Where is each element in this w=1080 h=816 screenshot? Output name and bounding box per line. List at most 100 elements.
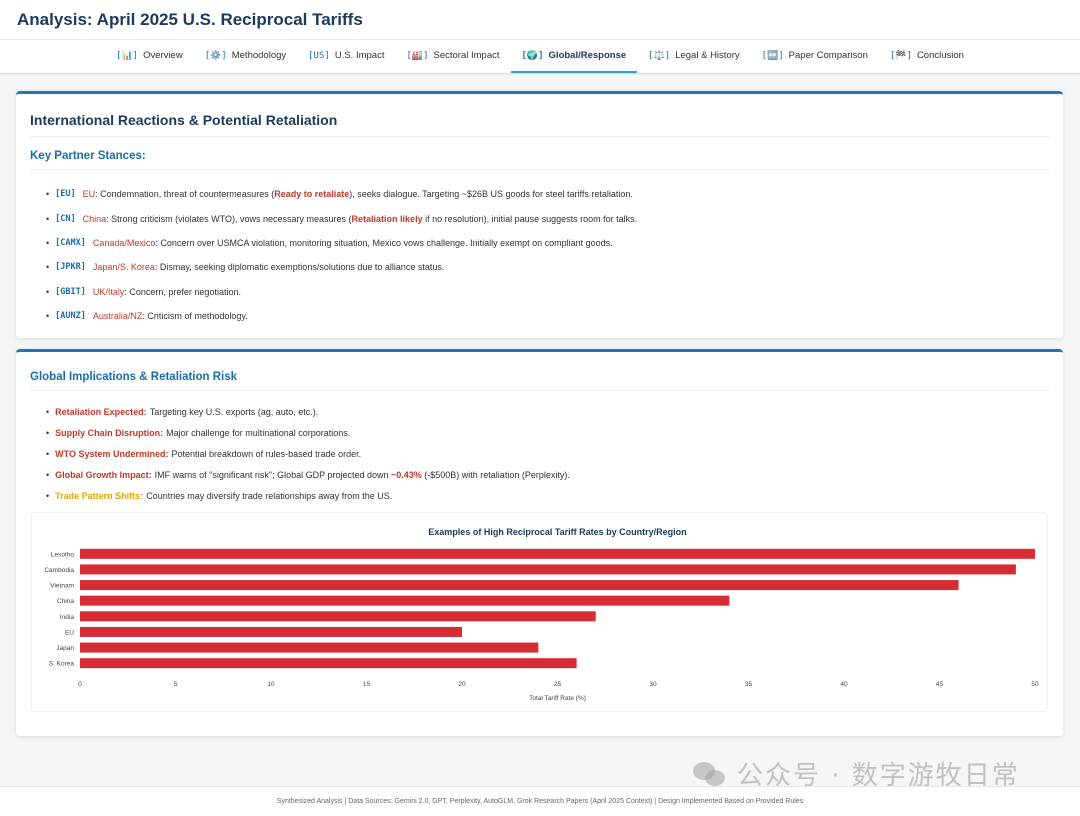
category-label: Cambodia (44, 567, 74, 574)
tab-paper-comparison[interactable]: [↔️] Paper Comparison (751, 40, 879, 73)
x-tick-label: 10 (267, 681, 275, 688)
country-name: EU (82, 189, 96, 200)
implication-text: Countries may diversify trade relationsh… (146, 491, 393, 502)
reactions-title: International Reactions & Potential Reta… (30, 112, 1049, 137)
country-code-badge: [JPKR] (55, 262, 86, 273)
implication-label: Trade Pattern Shifts: (55, 491, 144, 502)
stance-text: Canada/Mexico: Concern over USMCA violat… (93, 238, 613, 248)
tab-label: Conclusion (916, 50, 964, 61)
tab-sectoral-impact[interactable]: [🏭] Sectoral Impact (395, 40, 510, 73)
country-name: China (82, 213, 107, 224)
implication-text: Major challenge for multinational corpor… (166, 427, 351, 438)
country-code-badge: [GBIT] (55, 286, 86, 297)
bar-eu (80, 626, 462, 637)
globe-icon: [🌍] (521, 50, 544, 61)
stance-text: EU: Condemnation, threat of countermeasu… (83, 189, 633, 199)
tab-methodology[interactable]: [⚙️] Methodology (194, 40, 297, 73)
country-code-badge: [CN] (55, 213, 76, 224)
tab-overview[interactable]: [📊] Overview (105, 40, 194, 73)
x-tick-label: 40 (840, 681, 848, 688)
stance-text: Japan/S. Korea: Dismay, seeking diplomat… (93, 262, 445, 272)
checkered-flag-icon: [🏁] (889, 50, 912, 61)
stance-description: : Concern, prefer negotiation. (124, 286, 241, 297)
tab-bar: [📊] Overview [⚙️] Methodology [US] U.S. Impac… (0, 40, 1080, 74)
bar-china (80, 595, 730, 606)
bar-s-korea (80, 658, 577, 669)
category-label: S. Korea (49, 661, 75, 668)
stance-item: [CN] China: Strong criticism (violates WT… (46, 206, 1063, 230)
tab-label: Methodology (231, 50, 287, 61)
implication-label: Supply Chain Disruption: (55, 427, 164, 438)
tariff-chart: Examples of High Reciprocal Tariff Rates… (31, 512, 1048, 712)
stance-text: China: Strong criticism (violates WTO), … (83, 214, 638, 224)
tariff-bar-chart: Examples of High Reciprocal Tariff Rates… (44, 527, 1039, 702)
bar-vietnam (80, 580, 959, 591)
implication-label: WTO System Undermined: (55, 448, 169, 459)
bar-cambodia (80, 564, 1016, 575)
stance-description: : Strong criticism (violates WTO), vows … (106, 213, 352, 224)
category-label: Vietnam (50, 583, 74, 590)
category-label: India (60, 614, 74, 621)
stance-text: UK/Italy: Concern, prefer negotiation. (93, 287, 241, 297)
x-tick-label: 0 (78, 681, 82, 688)
implication-label: Retaliation Expected: (55, 406, 147, 417)
country-name: Canada/Mexico (92, 237, 156, 248)
tab-u-s-impact[interactable]: [US] U.S. Impact (297, 40, 395, 73)
app-header: Analysis: April 2025 U.S. Reciprocal Tar… (0, 0, 1080, 40)
implications-title: Global Implications & Retaliation Risk (30, 371, 1049, 391)
tab-label: Sectoral Impact (433, 50, 500, 61)
implication-text: Targeting key U.S. exports (ag, auto, et… (149, 406, 319, 417)
scales-icon: [⚖️] (648, 50, 671, 61)
implication-item: WTO System Undermined:Potential breakdow… (46, 443, 1063, 464)
tab-label: Legal & History (675, 50, 740, 61)
category-label: Lesotho (51, 551, 75, 558)
tab-label: U.S. Impact (334, 50, 385, 61)
tab-label: Overview (143, 50, 183, 61)
stance-description-cont: ), seeks dialogue. Targeting ~$26B US go… (349, 189, 633, 200)
bar-chart-icon: [📊] (116, 50, 139, 61)
stance-description: : Criticism of methodology. (142, 311, 248, 322)
stance-description: : Condemnation, threat of countermeasure… (95, 189, 275, 200)
stance-highlight: Ready to retaliate (274, 189, 350, 200)
x-tick-label: 5 (174, 681, 178, 688)
implication-item: Retaliation Expected:Targeting key U.S. … (46, 401, 1063, 422)
bar-japan (80, 642, 539, 653)
x-tick-label: 45 (936, 681, 944, 688)
x-tick-label: 30 (649, 681, 657, 688)
country-name: Australia/NZ (92, 311, 143, 322)
country-name: UK/Italy (92, 286, 125, 297)
implication-item: Global Growth Impact:IMF warns of "signi… (46, 465, 1063, 486)
gdp-highlight: ~0.43% (391, 470, 422, 481)
gear-icon: [⚙️] (204, 50, 227, 61)
stance-description-cont: if no resolution), initial pause suggest… (422, 213, 638, 224)
page-footer: Synthesized Analysis | Data Sources: Gem… (0, 786, 1080, 816)
x-tick-label: 15 (363, 681, 371, 688)
stance-item: [CAMX] Canada/Mexico: Concern over USMCA … (46, 231, 1063, 255)
partner-stances-list: [EU] EU: Condemnation, threat of counterm… (46, 182, 1063, 328)
page-title: Analysis: April 2025 U.S. Reciprocal Tar… (17, 9, 363, 29)
implications-list: Retaliation Expected:Targeting key U.S. … (46, 401, 1063, 507)
tab-conclusion[interactable]: [🏁] Conclusion (879, 40, 975, 73)
stance-text: Australia/NZ: Criticism of methodology. (93, 311, 248, 321)
implication-text: IMF warns of "significant risk"; Global … (154, 470, 391, 481)
x-axis-label: Total Tariff Rate (%) (529, 695, 586, 702)
tab-legal-history[interactable]: [⚖️] Legal & History (637, 40, 750, 73)
stance-description: : Dismay, seeking diplomatic exemptions/… (154, 262, 445, 273)
factory-icon: [🏭] (406, 50, 429, 61)
x-tick-label: 20 (458, 681, 466, 688)
us-icon: [US] (308, 50, 330, 61)
implication-label: Global Growth Impact: (55, 470, 152, 481)
stance-item: [EU] EU: Condemnation, threat of counterm… (46, 182, 1063, 206)
compare-arrows-icon: [↔️] (761, 50, 784, 61)
tab-global-response[interactable]: [🌍] Global/Response (510, 40, 638, 73)
country-code-badge: [CAMX] (55, 237, 86, 248)
x-tick-label: 50 (1031, 681, 1039, 688)
implication-text-cont: (-$500B) with retaliation (Perplexity). (421, 470, 570, 481)
tab-label: Paper Comparison (788, 50, 868, 61)
chart-title: Examples of High Reciprocal Tariff Rates… (428, 527, 686, 537)
country-code-badge: [EU] (55, 189, 76, 200)
implication-item: Supply Chain Disruption:Major challenge … (46, 422, 1063, 443)
stance-description: : Concern over USMCA violation, monitori… (155, 237, 613, 248)
category-label: Japan (56, 645, 74, 652)
bar-india (80, 611, 596, 622)
